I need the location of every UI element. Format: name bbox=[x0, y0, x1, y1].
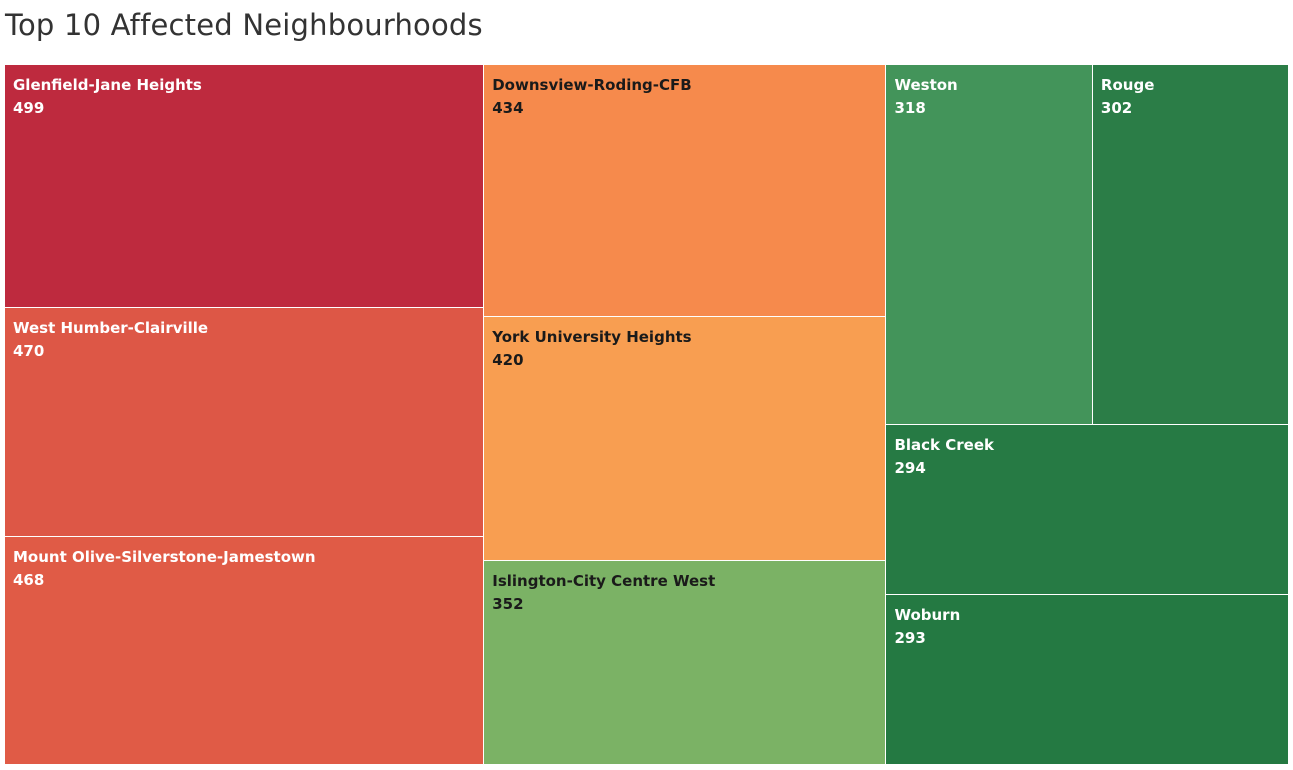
tile-label: Weston bbox=[894, 76, 958, 94]
treemap-tile: Mount Olive-Silverstone-Jamestown 468 bbox=[5, 537, 484, 764]
tile-value: 318 bbox=[894, 99, 926, 117]
tile-label: Woburn bbox=[894, 606, 961, 625]
treemap-tile: Glenfield-Jane Heights 499 bbox=[5, 65, 484, 308]
tile-value: 352 bbox=[492, 594, 524, 613]
tile-label: Downsview-Roding-CFB bbox=[492, 76, 692, 94]
tile-value: 468 bbox=[13, 571, 45, 590]
tile-label: Mount Olive-Silverstone-Jamestown bbox=[13, 548, 316, 567]
tile-value: 293 bbox=[894, 629, 926, 648]
treemap-tile: Black Creek 294 bbox=[886, 424, 1288, 595]
tile-label: York University Heights bbox=[492, 327, 692, 346]
treemap-tile: Woburn 293 bbox=[886, 595, 1288, 764]
treemap-tile: York University Heights 420 bbox=[484, 316, 886, 560]
tile-label: Glenfield-Jane Heights bbox=[13, 76, 202, 94]
treemap-tile: West Humber-Clairville 470 bbox=[5, 308, 484, 536]
tile-value: 302 bbox=[1100, 99, 1133, 117]
treemap-tile: Islington-City Centre West 352 bbox=[484, 560, 886, 764]
tile-value: 434 bbox=[492, 99, 524, 117]
chart-title: Top 10 Affected Neighbourhoods bbox=[5, 8, 483, 42]
tile-label: West Humber-Clairville bbox=[13, 319, 209, 338]
tile-value: 470 bbox=[13, 342, 45, 361]
tile-value: 499 bbox=[13, 99, 45, 117]
treemap-tile: Weston 318 bbox=[886, 65, 1092, 424]
tile-value: 294 bbox=[894, 458, 926, 477]
tile-value: 420 bbox=[492, 350, 524, 369]
tile-label: Black Creek bbox=[894, 435, 994, 454]
tile-label: Islington-City Centre West bbox=[492, 571, 716, 590]
treemap-tile: Rouge 302 bbox=[1092, 65, 1288, 424]
treemap: Glenfield-Jane Heights 499 West Humber-Cla… bbox=[5, 65, 1289, 765]
treemap-tile: Downsview-Roding-CFB 434 bbox=[484, 65, 886, 316]
tile-label: Rouge bbox=[1100, 76, 1155, 94]
